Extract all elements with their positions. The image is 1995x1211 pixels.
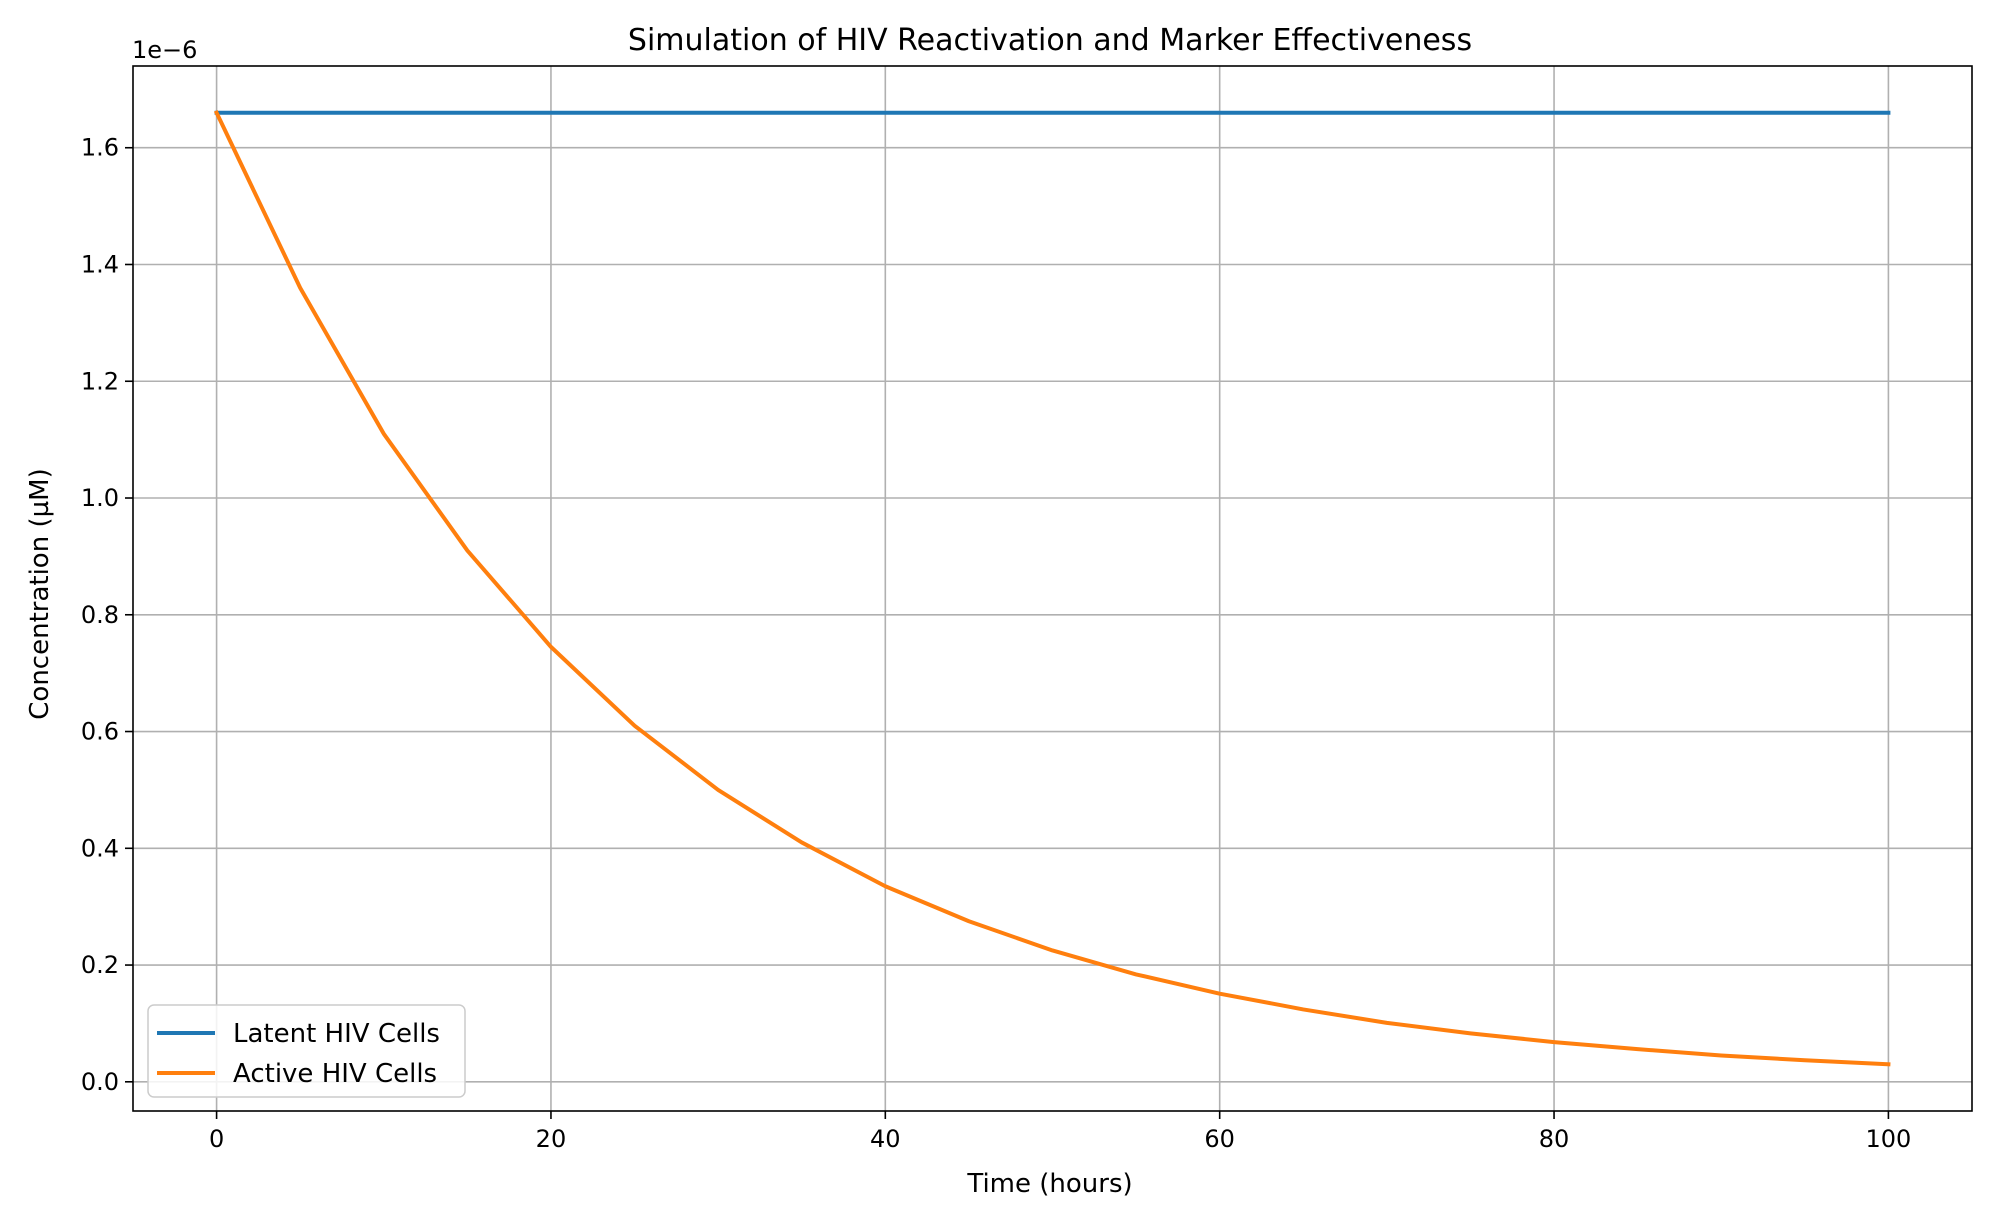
- y-tick-label: 0.4: [81, 834, 119, 862]
- x-axis-label: Time (hours): [966, 1169, 1132, 1199]
- chart-title: Simulation of HIV Reactivation and Marke…: [628, 23, 1472, 58]
- y-tick-label: 0.8: [81, 601, 119, 629]
- y-tick-label: 1.4: [81, 250, 119, 278]
- ticks: 0 20 40 60 80 100 0.0 0.2 0.4 0.6 0.8 1.0 1.2 1.4 1.6: [81, 134, 1911, 1153]
- y-offset-label: 1e−6: [132, 36, 197, 64]
- legend-label-active-hiv-cells: Active HIV Cells: [233, 1059, 437, 1089]
- y-tick-label: 1.2: [81, 367, 119, 395]
- y-tick-label: 0.0: [81, 1068, 119, 1096]
- x-tick-label: 60: [1204, 1125, 1235, 1153]
- x-tick-label: 80: [1539, 1125, 1570, 1153]
- legend-label-latent-hiv-cells: Latent HIV Cells: [233, 1019, 440, 1049]
- series-layer: [213, 110, 1891, 1067]
- x-tick-label: 20: [536, 1125, 567, 1153]
- y-axis-label: Concentration (µM): [25, 468, 55, 719]
- y-tick-label: 0.2: [81, 951, 119, 979]
- y-tick-label: 1.6: [81, 134, 119, 162]
- legend-box: [147, 1004, 466, 1098]
- y-tick-label: 1.0: [81, 484, 119, 512]
- x-tick-label: 100: [1866, 1125, 1912, 1153]
- legend: Latent HIV Cells Active HIV Cells: [147, 1004, 466, 1098]
- series-line-active-hiv-cells: [213, 110, 1891, 1067]
- x-tick-label: 40: [870, 1125, 901, 1153]
- y-tick-label: 0.6: [81, 718, 119, 746]
- plot-frame: [132, 65, 1973, 1112]
- grid: [133, 66, 1972, 1111]
- x-tick-label: 0: [209, 1125, 224, 1153]
